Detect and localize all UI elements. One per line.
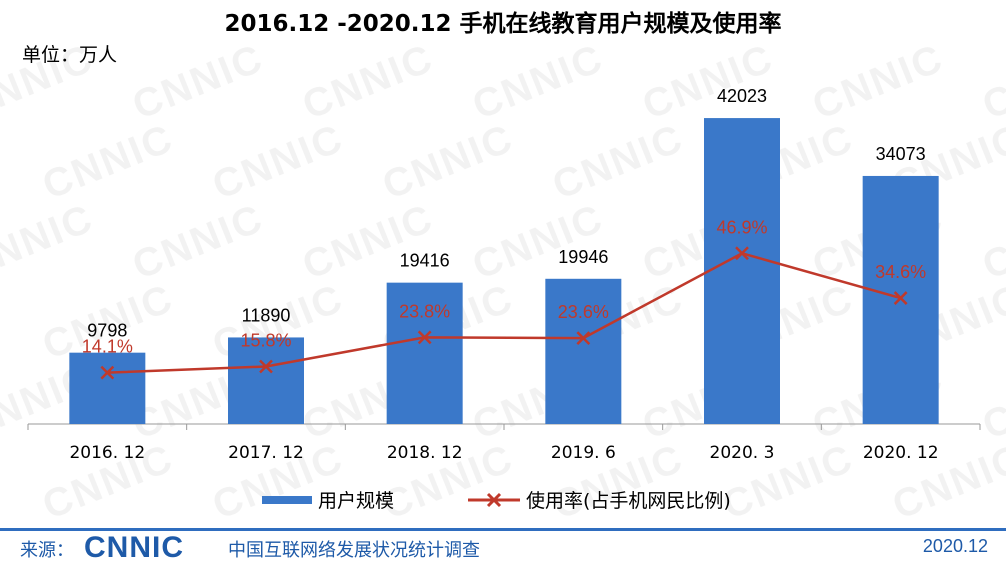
rate-value-label: 23.6%	[558, 302, 609, 322]
rate-value-label: 23.8%	[399, 301, 450, 321]
x-tick-label: 2017. 12	[228, 443, 304, 463]
unit-label: 单位：万人	[22, 44, 118, 66]
legend-line-label: 使用率(占手机网民比例)	[526, 490, 731, 512]
bar	[386, 282, 463, 424]
bar-value-label: 19416	[400, 251, 450, 271]
rate-marker	[893, 291, 908, 305]
rate-marker	[100, 365, 115, 380]
x-tick-label: 2020. 12	[863, 443, 939, 463]
rate-marker	[735, 246, 749, 261]
footer-date: 2020.12	[922, 536, 988, 556]
x-tick-label: 2020. 3	[710, 443, 775, 463]
bar	[704, 118, 780, 424]
rate-value-label: 14.1%	[82, 337, 133, 357]
rate-value-label: 34.6%	[875, 262, 926, 282]
legend-item-bar: 用户规模	[262, 486, 394, 513]
source-label: 来源：	[20, 540, 74, 561]
source-organization: 中国互联网络发展状况统计调查	[228, 540, 480, 561]
rate-value-label: 15.8%	[240, 330, 291, 350]
chart-title: 2016.12 -2020.12 手机在线教育用户规模及使用率	[224, 11, 782, 37]
bar-value-label: 19946	[558, 247, 608, 267]
x-tick-label: 2019. 6	[551, 443, 616, 463]
footer-divider	[0, 528, 1006, 531]
bar	[545, 278, 622, 424]
cnnic-logo: CNNIC	[84, 531, 184, 564]
rate-value-label: 46.9%	[716, 217, 767, 237]
rate-marker	[576, 331, 591, 345]
rate-marker	[417, 330, 432, 345]
legend-bar-label: 用户规模	[318, 490, 395, 512]
footer: 来源： CNNIC 中国互联网络发展状况统计调查 2020.12	[0, 528, 1006, 564]
bar-value-label: 11890	[242, 305, 291, 325]
legend-item-line: 使用率(占手机网民比例)	[468, 486, 731, 513]
legend-bar-swatch	[262, 495, 312, 504]
bar-value-label: 9798	[87, 321, 127, 341]
bar-value-label: 42023	[717, 86, 767, 106]
rate-marker	[259, 359, 273, 374]
bar-value-label: 34073	[876, 144, 926, 164]
bar	[862, 175, 939, 424]
bar	[69, 352, 146, 424]
chart-plot: 9798 2016. 12 11890 2017. 12 19416 2018. 12 19…	[27, 86, 981, 463]
legend-line-swatch	[468, 492, 520, 507]
rate-line	[107, 251, 902, 374]
x-tick-label: 2018. 12	[387, 443, 463, 463]
x-tick-label: 2016. 12	[69, 443, 145, 463]
bar	[228, 337, 304, 424]
chart-legend: 用户规模 使用率(占手机网民比例)	[0, 486, 1006, 516]
